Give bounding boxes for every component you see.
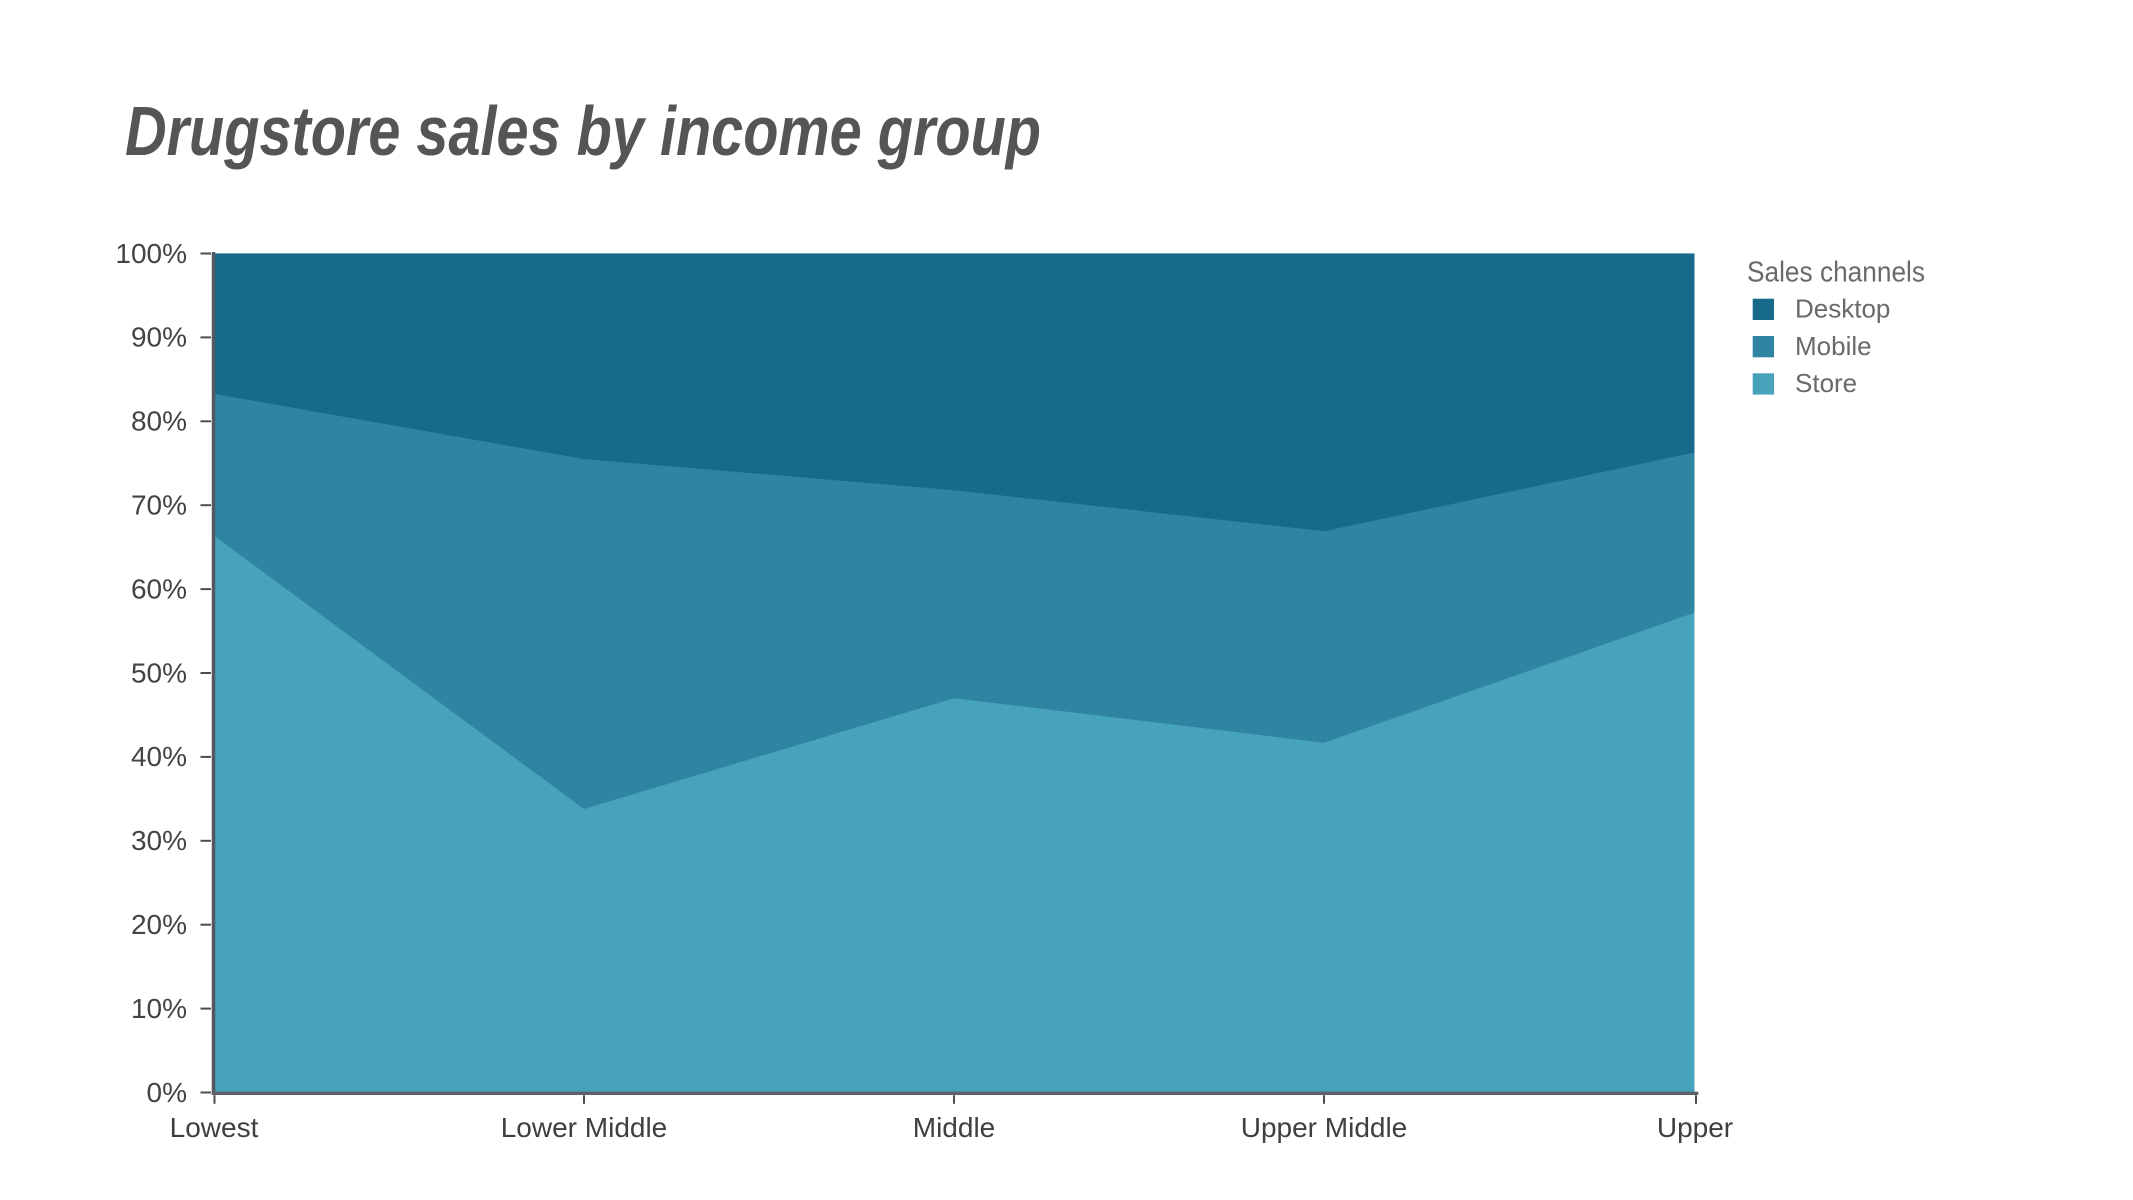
svg-text:90%: 90%: [131, 322, 187, 353]
svg-text:Lowest: Lowest: [170, 1112, 259, 1143]
svg-text:60%: 60%: [131, 573, 187, 604]
svg-text:10%: 10%: [131, 993, 187, 1024]
svg-text:80%: 80%: [131, 406, 187, 437]
svg-text:Middle: Middle: [913, 1112, 995, 1143]
svg-text:50%: 50%: [131, 657, 187, 688]
svg-text:70%: 70%: [131, 490, 187, 521]
svg-text:0%: 0%: [147, 1077, 187, 1108]
svg-text:Sales channels: Sales channels: [1747, 257, 1925, 289]
svg-text:20%: 20%: [131, 909, 187, 940]
svg-text:Mobile: Mobile: [1795, 331, 1872, 361]
svg-text:Store: Store: [1795, 368, 1857, 398]
svg-text:100%: 100%: [115, 238, 187, 269]
svg-text:Lower Middle: Lower Middle: [501, 1112, 668, 1143]
svg-text:Upper: Upper: [1657, 1112, 1733, 1143]
svg-text:30%: 30%: [131, 825, 187, 856]
svg-text:40%: 40%: [131, 741, 187, 772]
svg-text:Drugstore sales by income grou: Drugstore sales by income group: [125, 92, 1041, 170]
svg-text:Upper Middle: Upper Middle: [1241, 1112, 1408, 1143]
svg-text:Desktop: Desktop: [1795, 294, 1890, 324]
